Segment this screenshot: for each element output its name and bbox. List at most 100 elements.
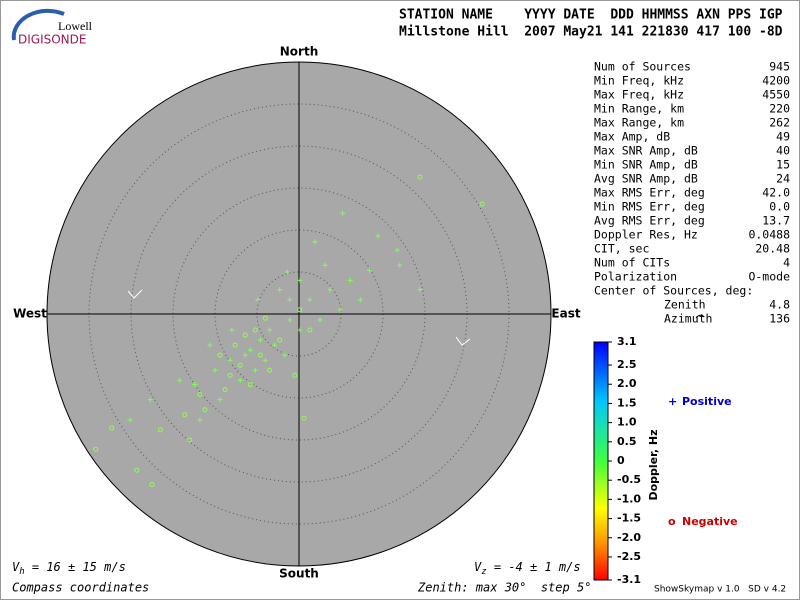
- stat-label: Min RMS Err, deg: [594, 200, 705, 214]
- point: [272, 342, 278, 348]
- point: [109, 425, 115, 431]
- colorbar-tick-label: -0.5: [617, 473, 641, 486]
- point: [262, 315, 268, 321]
- stat-value: 49: [776, 130, 790, 144]
- legend-symbol: o: [668, 515, 676, 528]
- stat-value: 20.48: [755, 242, 790, 256]
- stat-value: 40: [776, 144, 790, 158]
- stat-value: 4550: [762, 88, 790, 102]
- point: [237, 377, 243, 383]
- stat-value: 945: [769, 60, 790, 74]
- point: [134, 467, 140, 473]
- south-label: South: [279, 567, 319, 581]
- point: [394, 247, 400, 253]
- point: [192, 382, 198, 388]
- colorbar-tick-label: -3.1: [617, 573, 641, 586]
- point: [227, 357, 233, 363]
- stat-value: 4200: [762, 74, 790, 88]
- stat-label: Num of CITs: [594, 256, 670, 270]
- stat-value: 13.7: [762, 214, 790, 228]
- point: [157, 427, 163, 433]
- point: [197, 417, 203, 423]
- center-label: Zenith: [664, 298, 706, 312]
- stat-label: Center of Sources, deg:: [594, 284, 753, 298]
- point: [307, 297, 313, 303]
- point: [177, 377, 183, 383]
- stats-table: Num of Sources 945 Min Freq, kHz 4200 Max Fr…: [594, 60, 790, 326]
- colorbar-tick-label: 2.0: [617, 377, 637, 390]
- colorbar-tick-label: 1.0: [617, 416, 637, 429]
- stat-value: 4: [783, 256, 790, 270]
- point: [417, 174, 423, 180]
- colorbar-tick-label: -1.0: [617, 492, 641, 505]
- point: [212, 367, 218, 373]
- point: [182, 412, 188, 418]
- point: [340, 210, 346, 216]
- coords: Compass coordinates: [12, 581, 149, 595]
- azimuth-arrow: [695, 314, 705, 319]
- north-label: North: [280, 45, 318, 59]
- point: [197, 392, 203, 398]
- point: [417, 287, 423, 293]
- stat-label: Avg SNR Amp, dB: [594, 172, 698, 186]
- stat-label: Min SNR Amp, dB: [594, 158, 698, 172]
- point: [93, 446, 99, 452]
- point: [277, 287, 283, 293]
- colorbar-tick-label: 2.5: [617, 358, 637, 371]
- stat-label: CIT, sec: [594, 242, 649, 256]
- stat-label: Num of Sources: [594, 60, 691, 74]
- logo-bottom: DIGISONDE: [18, 33, 86, 47]
- logo-swoosh: [11, 8, 65, 41]
- point: [347, 277, 353, 283]
- center-value: 136: [769, 312, 790, 326]
- point: [202, 407, 208, 413]
- point: [367, 267, 373, 273]
- point: [375, 233, 381, 239]
- legend-symbol: +: [668, 395, 677, 408]
- stat-value: 262: [769, 116, 790, 130]
- legend-entry: Negative: [682, 515, 738, 528]
- point: [317, 317, 323, 323]
- stat-label: Avg RMS Err, deg: [594, 214, 705, 228]
- point: [337, 307, 343, 313]
- point: [301, 415, 307, 421]
- point: [207, 342, 213, 348]
- velocity-marker: [127, 289, 143, 299]
- point: [252, 327, 258, 333]
- point: [282, 352, 288, 358]
- stat-label: Polarization: [594, 270, 677, 284]
- stat-value: 0.0488: [748, 228, 790, 242]
- point: [247, 347, 253, 353]
- point: [267, 367, 273, 373]
- point: [397, 262, 403, 268]
- colorbar-ticks: 3.1 2.5 2.0 1.5 1.0 0.5 0 -0.5 -1.0 -1.5 -2.0 -2.5 -…: [608, 335, 641, 586]
- header-values: Millstone Hill 2007 May21 141 221830 417…: [399, 25, 783, 40]
- colorbar-tick-label: -1.5: [617, 512, 641, 525]
- version: ShowSkymap v 1.0 SD v 4.2: [654, 585, 786, 595]
- point: [284, 269, 290, 275]
- west-label: West: [13, 307, 47, 321]
- stat-label: Min Range, km: [594, 102, 684, 116]
- point: [312, 239, 318, 245]
- center-value: 4.8: [769, 298, 790, 312]
- point: [307, 327, 313, 333]
- point: [257, 352, 263, 358]
- logo-top: Lowell: [58, 19, 93, 33]
- point: [287, 297, 293, 303]
- stat-value: 220: [769, 102, 790, 116]
- point: [232, 342, 238, 348]
- point: [479, 201, 485, 207]
- point: [262, 357, 268, 363]
- plot: [46, 61, 552, 567]
- stat-label: Max Range, km: [594, 116, 684, 130]
- stat-label: Max RMS Err, deg: [594, 186, 705, 200]
- point: [222, 387, 228, 393]
- point: [277, 337, 283, 343]
- point: [255, 297, 261, 303]
- point: [327, 287, 333, 293]
- stat-value: 42.0: [762, 186, 790, 200]
- colorbar-tick-label: -2.0: [617, 531, 641, 544]
- point: [257, 337, 263, 343]
- point: [149, 482, 155, 488]
